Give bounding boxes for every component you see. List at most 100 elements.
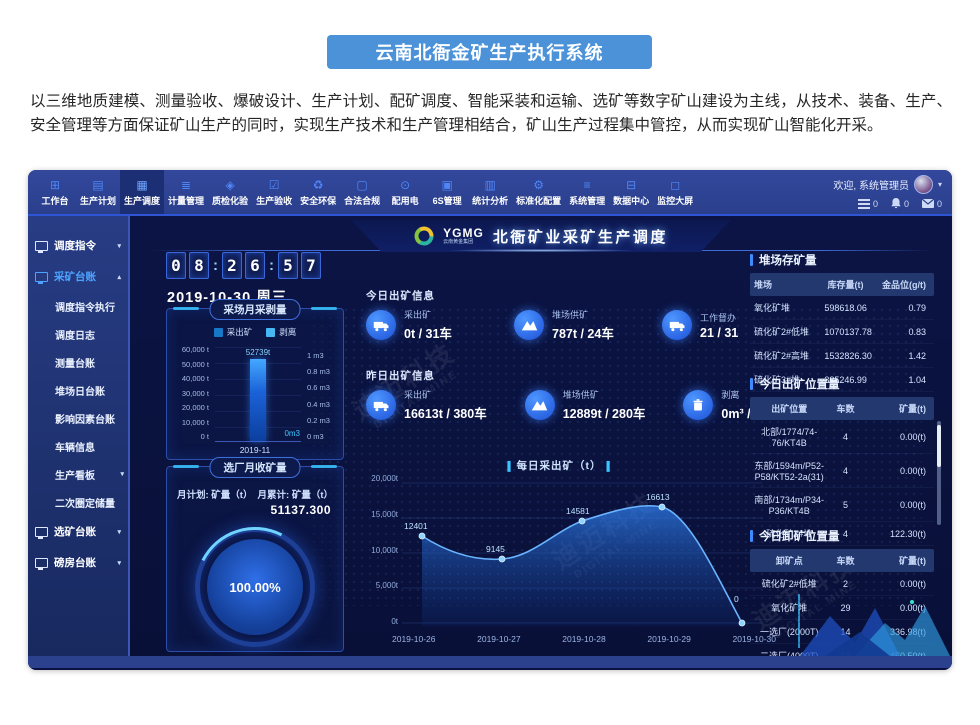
nav-item[interactable]: ≣ 计量管理 xyxy=(164,170,208,214)
axis-tick-label: 2019-10-28 xyxy=(562,634,606,644)
axis-tick-label: 40,000 t xyxy=(181,374,209,383)
truck-icon xyxy=(662,310,692,340)
nav-item[interactable]: ▥ 统计分析 xyxy=(468,170,512,214)
today-section-title: 今日出矿信息 xyxy=(366,290,435,302)
cell-tonnage: 0.00(t) xyxy=(899,578,926,589)
nav-item[interactable]: ⚙ 标准化配置 xyxy=(512,170,565,214)
legend-swatch-ore xyxy=(213,327,223,337)
user-area: 欢迎, 系统管理员 ▾ 0 0 0 xyxy=(833,175,942,209)
cell-tonnage: 0.00(t) xyxy=(899,465,926,476)
nav-item[interactable]: ⊞ 工作台 xyxy=(34,170,76,214)
cell-location: 硫化矿3#堆 xyxy=(766,529,813,539)
nav-item[interactable]: ⊙ 配用电 xyxy=(384,170,426,214)
chevron-up-icon: ▴ xyxy=(117,273,121,281)
panel-title: 选厂月收矿量 xyxy=(209,457,301,478)
nav-item-icon: ⊙ xyxy=(400,177,411,192)
column-header: 卸矿点 xyxy=(775,556,803,566)
month-actual-label: 月累计: 矿量（t） xyxy=(257,490,333,501)
cell-location: 北部/1774/74-76/KT4B xyxy=(761,427,818,448)
sidebar-subitem[interactable]: 生产看板 ▾ xyxy=(51,460,128,488)
nav-item-icon: ◻ xyxy=(670,177,681,192)
stat-label: 采出矿 xyxy=(404,310,432,320)
nav-item-icon: ▢ xyxy=(356,177,368,192)
column-header: 堆场 xyxy=(754,280,773,290)
table-row: 硫化矿3#堆 385246.99 1.04 xyxy=(750,368,934,392)
cell-tonnage: 0.00(t) xyxy=(899,602,926,613)
clock-separator: : xyxy=(213,257,218,274)
point-label: 12401 xyxy=(404,521,428,531)
sidebar-item-weighbridge-ledger[interactable]: 磅房台账 ▾ xyxy=(28,547,128,578)
completion-gauge: 100.00% xyxy=(179,511,331,656)
nav-item[interactable]: ◻ 监控大屏 xyxy=(653,170,697,214)
title-bar-icon xyxy=(750,378,753,390)
dotted-line-decoration xyxy=(798,594,800,648)
section-today-unloading: 今日卸矿位置量 卸矿点 车数 矿量(t) 硫化矿2#低堆 xyxy=(750,528,934,656)
sidebar-item-dispatch-orders[interactable]: 调度指令 ▾ xyxy=(28,230,128,261)
nav-item[interactable]: ≡ 系统管理 xyxy=(565,170,609,214)
task-count-badge[interactable]: 0 xyxy=(857,198,878,209)
cell-location: 硫化矿2#低堆 xyxy=(761,579,817,589)
cell-trucks: 5 xyxy=(843,499,849,510)
section-title: 今日出矿位置量 xyxy=(759,379,840,391)
nav-item[interactable]: ◈ 质检化验 xyxy=(208,170,252,214)
sidebar-subitem[interactable]: 车辆信息 xyxy=(51,432,128,460)
message-count-badge[interactable]: 0 xyxy=(921,199,942,209)
nav-item-label: 质检化验 xyxy=(212,195,249,206)
nav-item[interactable]: ▤ 生产计划 xyxy=(76,170,120,214)
sidebar-subitem[interactable]: 堆场日台账 xyxy=(51,376,128,404)
month-plan-label: 月计划: 矿量（t） xyxy=(177,490,253,501)
nav-item-label: 生产调度 xyxy=(124,195,161,206)
user-menu-caret-icon[interactable]: ▾ xyxy=(937,180,942,189)
daily-ore-chart: 20,000t 15,000t 10,000t 5,000t 0t xyxy=(371,474,776,644)
sidebar-subitem[interactable]: 测量台账 xyxy=(51,348,128,376)
stat-label: 剥离 xyxy=(721,390,740,400)
stat-today-supervision: 工作督办 21 / 31 xyxy=(662,308,772,342)
cell-location: 东部/1594m/P52-P58/KT52-2a(31) xyxy=(754,461,824,482)
sidebar-subitem[interactable]: 影响因素台账 xyxy=(51,404,128,432)
logo-subtext: 云南黄金集团 xyxy=(443,239,474,245)
nav-item[interactable]: ☑ 生产验收 xyxy=(252,170,296,214)
nav-item-label: 工作台 xyxy=(41,195,69,206)
sidebar-item-beneficiation-ledger[interactable]: 选矿台账 ▾ xyxy=(28,516,128,547)
point-label: 14581 xyxy=(566,506,590,516)
cell-trucks: 14 xyxy=(840,626,851,637)
top-navbar: ⊞ 工作台 ▤ 生产计划 ▦ 生产调度 ≣ 计 xyxy=(28,170,952,216)
mountain-icon xyxy=(514,310,544,340)
sidebar-subitem[interactable]: 调度指令执行 xyxy=(51,292,128,320)
axis-tick-label: 0 m3 xyxy=(307,431,324,441)
sidebar-subitem[interactable]: 二次圈定储量 xyxy=(51,488,128,516)
page-title: 云南北衙金矿生产执行系统 xyxy=(327,35,652,69)
cell-trucks: 4 xyxy=(843,465,849,476)
sidebar-item-label: 采矿台账 xyxy=(54,271,96,283)
logo-text-stack: YGMG 云南黄金集团 xyxy=(443,227,484,245)
scrollbar-thumb[interactable] xyxy=(937,425,941,467)
mountain-icon xyxy=(524,390,555,420)
avatar[interactable] xyxy=(913,175,933,194)
table-scrollbar[interactable] xyxy=(937,421,941,525)
legend-label: 剥离 xyxy=(279,327,297,337)
truck-icon xyxy=(366,390,396,420)
sidebar-subitem-label: 车辆信息 xyxy=(55,442,95,454)
loading-table: 出矿位置 车数 矿量(t) 北部/1774/74-76/KT4B 4 0.00(… xyxy=(750,397,941,546)
nav-item-icon: ▤ xyxy=(92,177,104,192)
nav-item-label: 监控大屏 xyxy=(657,195,694,206)
table-row: 南部/1734m/P34-P36/KT4B 5 0.00(t) xyxy=(750,488,934,522)
sidebar-submenu: 调度指令执行 调度日志 测量台账 xyxy=(28,292,128,516)
table-row: 二选厂(4000T) 10 450.50(t) xyxy=(750,644,934,657)
chevron-down-icon: ▾ xyxy=(120,471,124,478)
nav-item[interactable]: ▦ 生产调度 xyxy=(120,170,165,214)
nav-item[interactable]: ▣ 6S管理 xyxy=(426,170,468,214)
alert-count-badge[interactable]: 0 xyxy=(891,198,909,209)
sidebar-item-mining-ledger[interactable]: 采矿台账 ▴ xyxy=(28,261,128,292)
sidebar-subitem[interactable]: 调度日志 xyxy=(51,320,128,348)
axis-tick-label: 1 m3 xyxy=(307,351,324,360)
nav-item[interactable]: ▢ 合法合规 xyxy=(340,170,384,214)
cell-trucks: 10 xyxy=(840,650,851,657)
point-label: 16613 xyxy=(646,492,670,502)
nav-item[interactable]: ⊟ 数据中心 xyxy=(609,170,653,214)
nav-item-label: 生产验收 xyxy=(256,195,293,206)
nav-item[interactable]: ♻ 安全环保 xyxy=(296,170,340,214)
axis-tick-label: 2019-10-26 xyxy=(392,634,436,644)
bell-icon xyxy=(891,198,901,209)
